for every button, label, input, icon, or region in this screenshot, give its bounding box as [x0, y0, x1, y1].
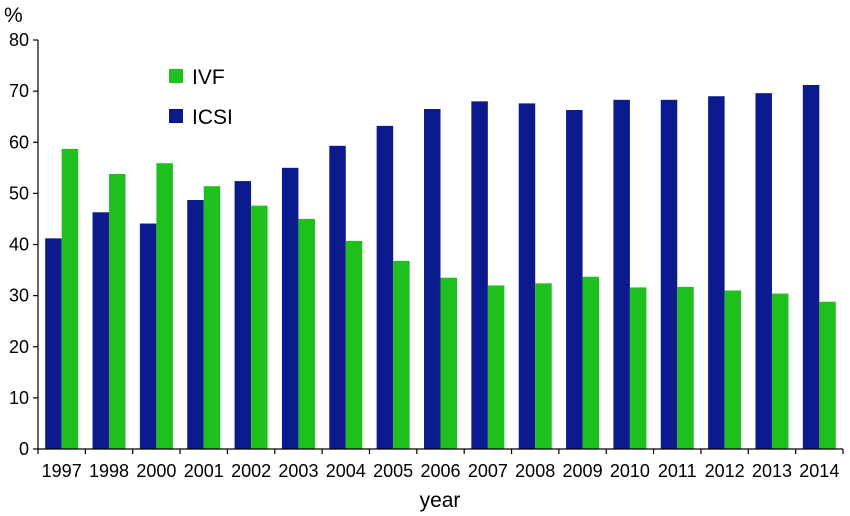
- legend-swatch-icsi: [169, 109, 183, 123]
- y-tick-label-40: 40: [9, 235, 29, 255]
- bar-ivf-2001: [203, 186, 221, 449]
- bars-layer: [45, 84, 836, 450]
- y-tick-label-20: 20: [9, 337, 29, 357]
- y-tick-label-70: 70: [9, 81, 29, 101]
- bar-icsi-2002: [234, 181, 252, 449]
- x-tick-label-2012: 2012: [705, 461, 745, 481]
- legend: IVF ICSI: [169, 66, 233, 129]
- x-tick-label-2013: 2013: [752, 461, 792, 481]
- x-tick-label-2000: 2000: [136, 461, 176, 481]
- bar-icsi-2010: [613, 99, 630, 449]
- x-tick-label-2011: 2011: [658, 461, 697, 481]
- bar-icsi-2004: [329, 145, 346, 449]
- bar-ivf-2012: [724, 290, 742, 449]
- bar-ivf-1998: [109, 173, 126, 449]
- bar-icsi-2006: [424, 109, 441, 450]
- bar-icsi-2008: [518, 103, 536, 450]
- bar-ivf-2008: [535, 283, 552, 449]
- bar-ivf-2006: [440, 277, 457, 449]
- x-tick-label-2001: 2001: [184, 461, 224, 481]
- bar-ivf-2002: [251, 205, 268, 449]
- bar-icsi-2011: [660, 99, 678, 449]
- y-tick-label-30: 30: [9, 286, 29, 306]
- bar-icsi-2012: [708, 96, 725, 450]
- bar-ivf-2007: [487, 285, 505, 449]
- x-tick-label-2003: 2003: [278, 461, 318, 481]
- bar-icsi-2003: [281, 167, 299, 449]
- bar-icsi-1998: [92, 212, 110, 449]
- legend-label-ivf: IVF: [192, 66, 225, 89]
- x-tick-label-1998: 1998: [89, 461, 129, 481]
- x-tick-label-2006: 2006: [420, 461, 460, 481]
- y-tick-label-0: 0: [19, 439, 29, 459]
- x-tick-label-2004: 2004: [326, 461, 366, 481]
- bar-ivf-2009: [582, 276, 600, 449]
- y-tick-label-60: 60: [9, 132, 29, 152]
- bar-ivf-1997: [61, 148, 79, 449]
- x-tick-label-1997: 1997: [42, 461, 82, 481]
- x-tick-label-2014: 2014: [799, 461, 839, 481]
- bar-ivf-2010: [629, 287, 647, 449]
- bar-ivf-2014: [819, 301, 836, 449]
- bar-icsi-2014: [802, 84, 820, 450]
- x-tick-label-2009: 2009: [563, 461, 603, 481]
- x-tick-label-2010: 2010: [610, 461, 650, 481]
- y-tick-label-50: 50: [9, 183, 29, 203]
- bar-ivf-2013: [771, 293, 789, 449]
- legend-label-icsi: ICSI: [192, 106, 233, 129]
- bar-icsi-1997: [45, 238, 62, 449]
- bar-icsi-2001: [187, 200, 204, 449]
- bar-ivf-2003: [298, 218, 315, 449]
- bar-icsi-2013: [755, 93, 772, 450]
- x-tick-label-2002: 2002: [231, 461, 271, 481]
- bar-ivf-2004: [345, 240, 363, 449]
- y-axis-title: %: [4, 4, 23, 27]
- bar-icsi-2000: [139, 223, 157, 449]
- x-tick-label-2008: 2008: [515, 461, 555, 481]
- legend-swatch-ivf: [169, 69, 183, 83]
- x-axis-title: year: [420, 489, 461, 512]
- y-tick-label-10: 10: [9, 388, 29, 408]
- bar-icsi-2005: [376, 125, 394, 449]
- x-tick-label-2005: 2005: [373, 461, 413, 481]
- axes-layer: 0 10 20 30 40 50 60 70 80 1997 1998 2000 2001 2002 200…: [9, 30, 844, 481]
- y-tick-label-80: 80: [9, 30, 29, 50]
- bar-icsi-2009: [566, 110, 583, 449]
- bar-ivf-2005: [393, 260, 410, 449]
- bar-ivf-2011: [677, 286, 694, 449]
- bar-icsi-2007: [471, 101, 488, 449]
- x-tick-label-2007: 2007: [468, 461, 508, 481]
- bar-ivf-2000: [156, 163, 173, 449]
